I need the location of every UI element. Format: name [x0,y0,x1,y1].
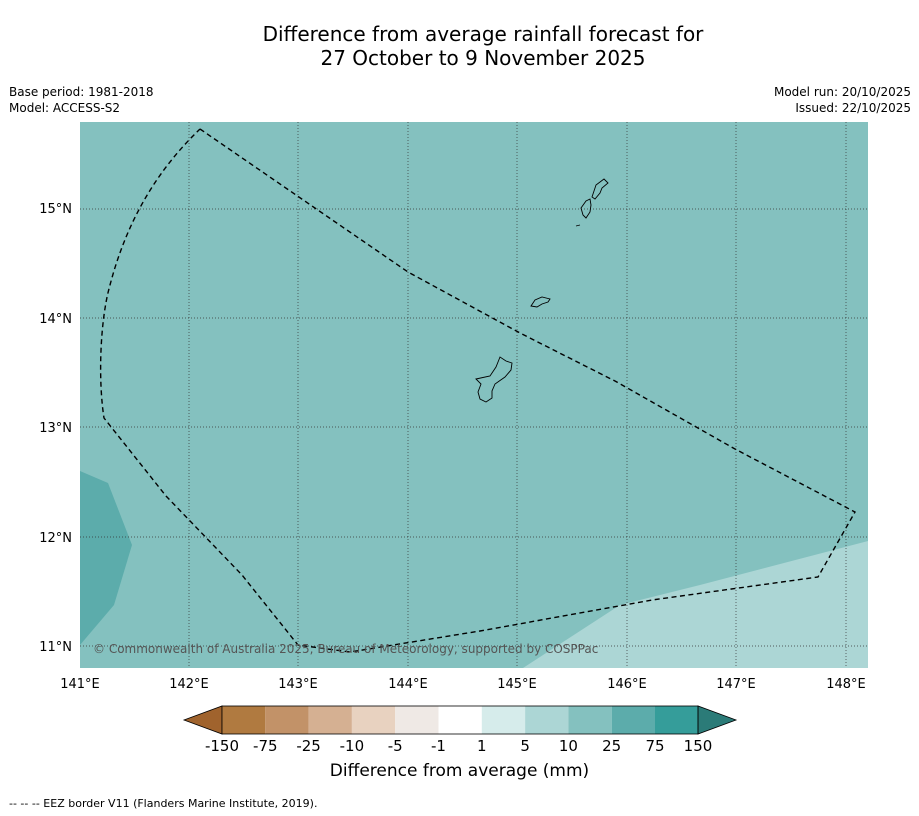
colorbar-label: 75 [645,737,664,755]
model-text: Model: ACCESS-S2 [9,101,121,115]
colorbar-segment [395,706,439,734]
map-title: Difference from average rainfall forecas… [0,22,919,70]
colorbar-high-arrow [697,705,738,735]
island-coastlines [475,178,609,403]
colorbar-label: 1 [477,737,487,755]
colorbar-label: -10 [340,737,365,755]
copyright-text: © Commonwealth of Australia 2025, Bureau… [93,642,598,656]
wetter-region-25-75 [80,471,132,645]
aguijan-islet [575,224,581,227]
run-info: Model run: 20/10/2025 Issued: 22/10/2025 [774,84,911,116]
colorbar-segment [265,706,309,734]
lat-label: 15°N [39,202,72,217]
colorbar-segment [525,706,569,734]
title-line-1: Difference from average rainfall forecas… [262,22,704,46]
colorbar-low-arrow [182,705,223,735]
lon-label: 141°E [60,677,100,692]
latitude-labels: 15°N 14°N 13°N 12°N 11°N [39,202,72,655]
lon-label: 142°E [169,677,209,692]
guam-island [475,356,513,403]
lat-label: 11°N [39,640,72,655]
issued-text: Issued: 22/10/2025 [795,101,911,115]
colorbar-segment [438,706,482,734]
eez-border [99,128,856,653]
model-run-text: Model run: 20/10/2025 [773,85,911,99]
colorbar: -150 -75 -25 -10 -5 -1 1 5 10 25 75 150 [182,705,738,755]
colorbar-segment [568,706,612,734]
colorbar-segment [351,706,396,734]
lon-label: 148°E [826,677,866,692]
lon-label: 146°E [607,677,647,692]
colorbar-label: 150 [684,737,713,755]
colorbar-label: -1 [431,737,446,755]
colorbar-labels: -150 -75 -25 -10 -5 -1 1 5 10 25 75 150 [205,737,712,755]
lat-label: 14°N [39,312,72,327]
colorbar-label: 25 [602,737,621,755]
colorbar-label: -75 [253,737,278,755]
colorbar-label: -25 [296,737,321,755]
lon-label: 143°E [278,677,318,692]
base-period-text: Base period: 1981-2018 [9,85,154,99]
longitude-labels: 141°E 142°E 143°E 144°E 145°E 146°E 147°… [60,677,866,692]
saipan-island [591,178,609,200]
model-info: Base period: 1981-2018 Model: ACCESS-S2 [9,84,154,116]
colorbar-label: 5 [520,737,530,755]
colorbar-segment [655,706,698,734]
tinian-island [580,198,592,219]
lon-label: 147°E [716,677,756,692]
lat-label: 13°N [39,421,72,436]
graticule [80,122,868,668]
colorbar-frame [221,705,699,735]
lat-label: 12°N [39,531,72,546]
lon-label: 144°E [388,677,428,692]
wetter-region-5-10 [523,541,868,668]
colorbar-segment [481,706,526,734]
rota-island [530,296,551,308]
title-line-2: 27 October to 9 November 2025 [320,46,646,70]
colorbar-title: Difference from average (mm) [329,761,590,781]
colorbar-label: 10 [559,737,578,755]
colorbar-segment [222,706,266,734]
colorbar-label: -150 [205,737,239,755]
eez-legend-note: -- -- -- EEZ border V11 (Flanders Marine… [9,797,318,810]
lon-label: 145°E [497,677,537,692]
colorbar-segment [611,706,655,734]
colorbar-label: -5 [388,737,403,755]
colorbar-segment [308,706,352,734]
